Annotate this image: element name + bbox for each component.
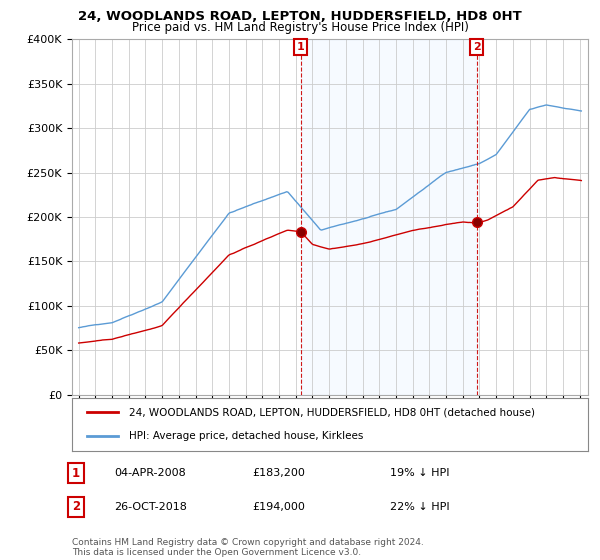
Text: HPI: Average price, detached house, Kirklees: HPI: Average price, detached house, Kirk… [129, 431, 363, 441]
Text: £183,200: £183,200 [252, 468, 305, 478]
Text: 24, WOODLANDS ROAD, LEPTON, HUDDERSFIELD, HD8 0HT: 24, WOODLANDS ROAD, LEPTON, HUDDERSFIELD… [78, 10, 522, 22]
Bar [301, 39, 476, 395]
Text: 19% ↓ HPI: 19% ↓ HPI [390, 468, 449, 478]
Text: 04-APR-2008: 04-APR-2008 [114, 468, 186, 478]
Text: 2: 2 [473, 42, 481, 52]
Text: 2: 2 [72, 500, 80, 514]
Text: 1: 1 [297, 42, 305, 52]
Text: Contains HM Land Registry data © Crown copyright and database right 2024.
This d: Contains HM Land Registry data © Crown c… [72, 538, 424, 557]
Text: 22% ↓ HPI: 22% ↓ HPI [390, 502, 449, 512]
Text: 24, WOODLANDS ROAD, LEPTON, HUDDERSFIELD, HD8 0HT (detached house): 24, WOODLANDS ROAD, LEPTON, HUDDERSFIELD… [129, 408, 535, 418]
Text: 1: 1 [72, 466, 80, 480]
Text: £194,000: £194,000 [252, 502, 305, 512]
Text: 26-OCT-2018: 26-OCT-2018 [114, 502, 187, 512]
Text: Price paid vs. HM Land Registry's House Price Index (HPI): Price paid vs. HM Land Registry's House … [131, 21, 469, 34]
